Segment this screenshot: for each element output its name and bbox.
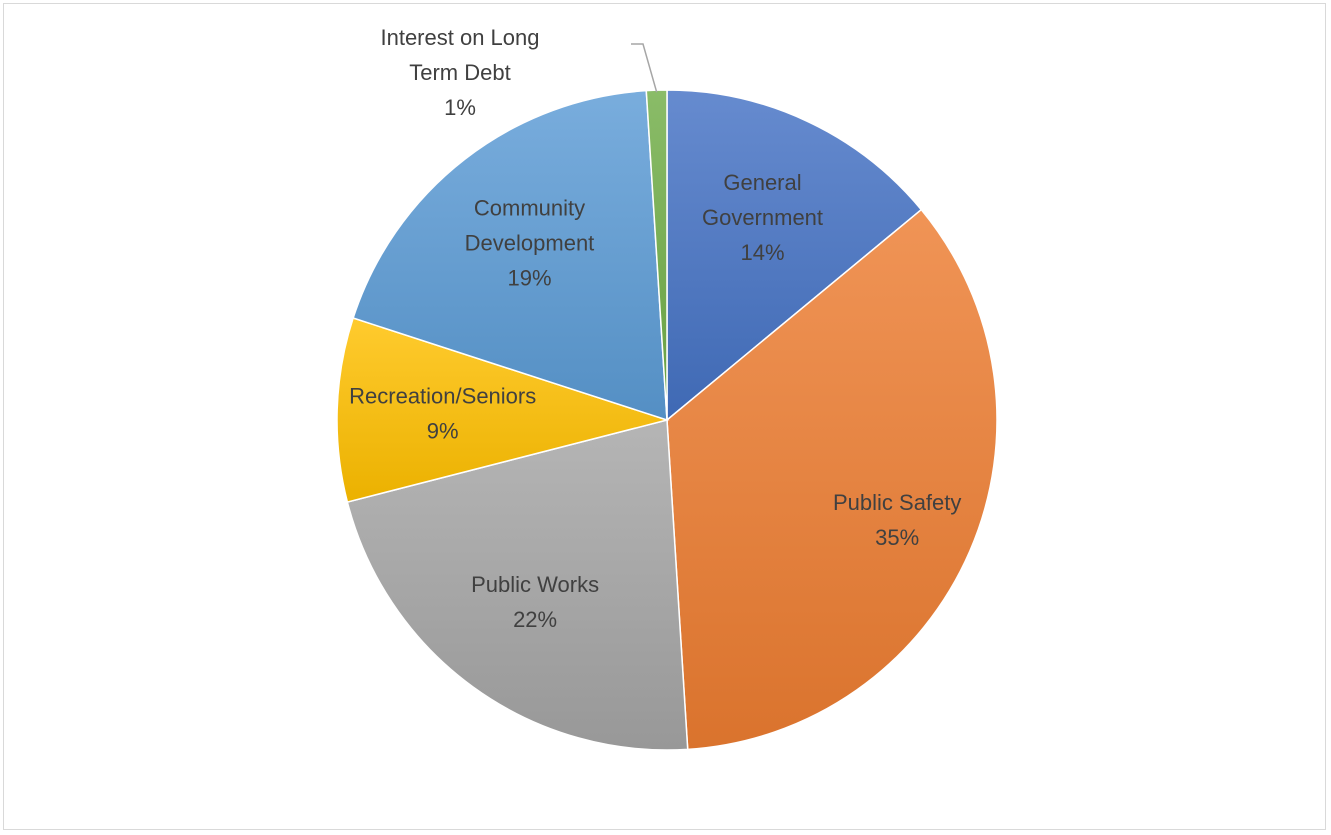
category-label: Development <box>465 231 595 256</box>
data-label-community-development: Community Development 19% <box>465 196 595 291</box>
slice-general-government <box>666 89 923 422</box>
data-label-interest-on-long-term-debt: Interest on Long Term Debt 1% <box>380 25 539 120</box>
category-label: Term Debt <box>409 60 510 85</box>
percent-label: 19% <box>507 266 551 291</box>
percent-label: 22% <box>513 607 557 632</box>
category-label: Community <box>474 196 585 221</box>
data-label-public-works: Public Works 22% <box>471 572 599 632</box>
percent-label: 1% <box>444 95 476 120</box>
data-label-public-safety: Public Safety 35% <box>833 490 961 550</box>
leader-line-interest-on-long-term-debt <box>631 43 658 93</box>
slice-public-safety <box>666 208 998 751</box>
data-label-general-government: General Government 14% <box>702 170 823 265</box>
category-label: Recreation/Seniors <box>349 384 536 409</box>
slice-public-works <box>346 419 689 751</box>
percent-label: 35% <box>875 525 919 550</box>
slice-community-development <box>352 89 668 422</box>
category-label: Government <box>702 205 823 230</box>
category-label: General <box>723 170 801 195</box>
category-label: Interest on Long <box>380 25 539 50</box>
data-label-recreation-seniors: Recreation/Seniors 9% <box>349 384 536 444</box>
percent-label: 9% <box>427 419 459 444</box>
category-label: Public Safety <box>833 490 961 515</box>
percent-label: 14% <box>740 240 784 265</box>
category-label: Public Works <box>471 572 599 597</box>
slice-recreation-seniors <box>336 317 670 503</box>
